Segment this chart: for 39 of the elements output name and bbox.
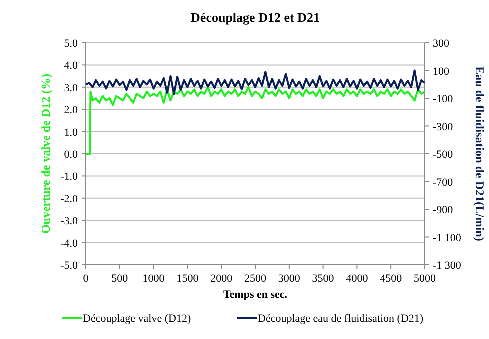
y-axis-title: Ouverture de valve de D12 (%) — [39, 74, 53, 234]
y2-tick-label: -900 — [433, 204, 454, 216]
line-series — [85, 70, 426, 96]
y2-axis-title: Eau de fluidisation de D21(L/min) — [473, 66, 487, 242]
y-tick-label: -5.0 — [60, 260, 78, 272]
y-tick-label: 3.0 — [64, 82, 78, 94]
y-tick-label: 4.0 — [64, 60, 78, 72]
x-tick-label: 1000 — [142, 273, 166, 285]
x-tick-label: 0 — [83, 273, 90, 285]
legend-label: Découplage eau de fluidisation (D21) — [258, 313, 424, 325]
x-tick-label: 3500 — [312, 273, 335, 285]
x-tick-label: 4500 — [380, 273, 403, 285]
x-tick-label: 4000 — [346, 273, 369, 285]
y-tick-label: -2.0 — [60, 193, 78, 206]
legend-label: Découplage valve (D12) — [83, 313, 192, 325]
y-tick-label: 5.0 — [64, 38, 78, 50]
y2-tick-label: -1 300 — [433, 260, 462, 272]
y2-tick-label: -1 100 — [433, 232, 462, 244]
y-tick-label: -3.0 — [60, 216, 78, 228]
y2-tick-label: -500 — [433, 149, 454, 161]
y-tick-label: -4.0 — [60, 238, 78, 250]
x-tick-label: 500 — [112, 273, 129, 285]
y-tick-label: 1.0 — [64, 126, 78, 139]
y2-tick-label: 300 — [433, 38, 450, 50]
y2-tick-label: -300 — [433, 121, 454, 134]
y2-tick-label: -700 — [433, 176, 454, 189]
y-tick-label: 0.0 — [64, 149, 78, 161]
y2-tick-label: -100 — [433, 94, 454, 106]
x-tick-label: 3000 — [278, 273, 301, 285]
x-tick-label: 2000 — [210, 273, 234, 285]
x-tick-label: 5000 — [414, 273, 436, 285]
x-tick-label: 2500 — [244, 273, 267, 285]
y2-tick-label: 100 — [433, 66, 450, 78]
line-series — [85, 86, 426, 155]
y-tick-label: -1.0 — [60, 171, 78, 184]
x-tick-label: 1500 — [176, 273, 200, 285]
x-axis-title: Temps en sec. — [223, 289, 288, 301]
chart-title: Découplage D12 et D21 — [191, 10, 320, 25]
y-tick-label: 2.0 — [64, 104, 78, 117]
